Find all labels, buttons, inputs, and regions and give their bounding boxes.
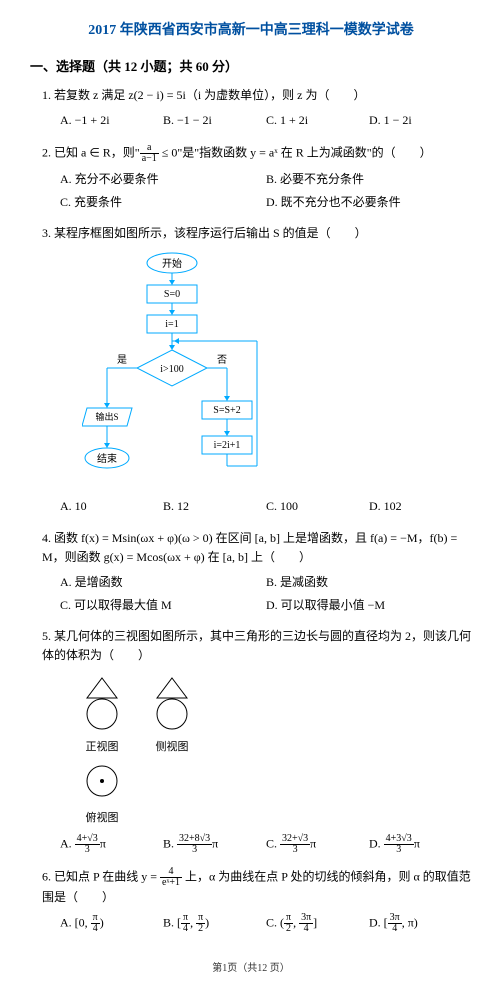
q6-optA: A. [0, π4) — [60, 911, 163, 936]
question-6: 6. 已知点 P 在曲线 y = 4eˣ+1 上，α 为曲线在点 P 处的切线的… — [30, 867, 472, 936]
q5-optD: D. 4+3√33π — [369, 832, 472, 857]
q5-optB: B. 32+8√33π — [163, 832, 266, 857]
q3-optA: A. 10 — [60, 495, 163, 518]
q1-optC: C. 1 + 2i — [266, 109, 369, 132]
front-view-label: 正视图 — [82, 739, 122, 757]
side-view-label: 侧视图 — [152, 739, 192, 757]
q4-options: A. 是增函数 B. 是减函数 C. 可以取得最大值 M D. 可以取得最小值 … — [42, 571, 472, 617]
side-view: 侧视图 — [152, 676, 192, 757]
q3-options: A. 10 B. 12 C. 100 D. 102 — [42, 495, 472, 518]
top-view-label: 俯视图 — [82, 810, 122, 828]
q4-optD: D. 可以取得最小值 −M — [266, 594, 472, 617]
q1-body: 若复数 z 满足 z(2 − i) = 5i（i 为虚数单位），则 z 为（ ） — [54, 88, 366, 102]
front-view-svg — [82, 676, 122, 731]
svg-text:是: 是 — [117, 354, 127, 366]
q3-flowchart: 开始 S=0 i=1 i>100 是 输出S 结束 否 — [82, 251, 472, 487]
q5-optC: C. 32+√33π — [266, 832, 369, 857]
q4-optA: A. 是增函数 — [60, 571, 266, 594]
q2-optD: D. 既不充分也不必要条件 — [266, 191, 472, 214]
q2-pre: 已知 a ∈ R，则" — [54, 145, 140, 159]
q5-options: A. 4+√33π B. 32+8√33π C. 32+√33π D. 4+3√… — [42, 832, 472, 857]
q3-optC: C. 100 — [266, 495, 369, 518]
q1-optD: D. 1 − 2i — [369, 109, 472, 132]
q6-options: A. [0, π4) B. [π4, π2) C. (π2, 3π4] D. [… — [42, 911, 472, 936]
exam-title: 2017 年陕西省西安市高新一中高三理科一模数学试卷 — [30, 20, 472, 42]
q6-optC: C. (π2, 3π4] — [266, 911, 369, 936]
q2-optA: A. 充分不必要条件 — [60, 168, 266, 191]
q4-text: 4. 函数 f(x) = Msin(ωx + φ)(ω > 0) 在区间 [a,… — [42, 529, 472, 567]
q1-options: A. −1 + 2i B. −1 − 2i C. 1 + 2i D. 1 − 2… — [42, 109, 472, 132]
page-footer: 第1页（共12 页） — [30, 961, 472, 977]
q1-text: 1. 若复数 z 满足 z(2 − i) = 5i（i 为虚数单位），则 z 为… — [42, 86, 472, 105]
q1-optA: A. −1 + 2i — [60, 109, 163, 132]
svg-text:i=2i+1: i=2i+1 — [214, 440, 241, 451]
q2-optB: B. 必要不充分条件 — [266, 168, 472, 191]
q3-body: 某程序框图如图所示，该程序运行后输出 S 的值是（ ） — [54, 226, 367, 240]
top-view-svg — [82, 761, 122, 801]
q2-options: A. 充分不必要条件 B. 必要不充分条件 C. 充要条件 D. 既不充分也不必… — [42, 168, 472, 214]
question-1: 1. 若复数 z 满足 z(2 − i) = 5i（i 为虚数单位），则 z 为… — [30, 86, 472, 132]
q3-optD: D. 102 — [369, 495, 472, 518]
svg-text:结束: 结束 — [97, 452, 117, 465]
question-5: 5. 某几何体的三视图如图所示，其中三角形的三边长与圆的直径均为 2，则该几何体… — [30, 627, 472, 857]
q5-text: 5. 某几何体的三视图如图所示，其中三角形的三边长与圆的直径均为 2，则该几何体… — [42, 627, 472, 665]
q1-optB: B. −1 − 2i — [163, 109, 266, 132]
q4-optC: C. 可以取得最大值 M — [60, 594, 266, 617]
q3-text: 3. 某程序框图如图所示，该程序运行后输出 S 的值是（ ） — [42, 224, 472, 243]
q4-optB: B. 是减函数 — [266, 571, 472, 594]
question-4: 4. 函数 f(x) = Msin(ωx + φ)(ω > 0) 在区间 [a,… — [30, 529, 472, 618]
q5-body: 某几何体的三视图如图所示，其中三角形的三边长与圆的直径均为 2，则该几何体的体积… — [42, 629, 471, 662]
side-view-svg — [152, 676, 192, 731]
question-2: 2. 已知 a ∈ R，则"aa−1 ≤ 0"是"指数函数 y = aˣ 在 R… — [30, 143, 472, 214]
svg-text:S=0: S=0 — [164, 289, 180, 300]
q5-views: 正视图 侧视图 — [82, 676, 472, 757]
section-header: 一、选择题（共 12 小题；共 60 分） — [30, 57, 472, 78]
q5-views-bottom: 俯视图 — [82, 761, 472, 827]
svg-text:S=S+2: S=S+2 — [213, 405, 240, 416]
q6-optD: D. [3π4, π) — [369, 911, 472, 936]
q5-optA: A. 4+√33π — [60, 832, 163, 857]
question-3: 3. 某程序框图如图所示，该程序运行后输出 S 的值是（ ） 开始 S=0 i=… — [30, 224, 472, 519]
svg-text:否: 否 — [217, 354, 227, 366]
q6-pre: 已知点 P 在曲线 y = — [54, 869, 160, 883]
top-view: 俯视图 — [82, 761, 122, 827]
q6-frac: 4eˣ+1 — [160, 867, 182, 888]
svg-text:输出S: 输出S — [95, 411, 118, 422]
q6-optB: B. [π4, π2) — [163, 911, 266, 936]
q2-frac: aa−1 — [140, 143, 159, 164]
q2-text: 2. 已知 a ∈ R，则"aa−1 ≤ 0"是"指数函数 y = aˣ 在 R… — [42, 143, 472, 164]
q2-optC: C. 充要条件 — [60, 191, 266, 214]
svg-text:i=1: i=1 — [165, 319, 178, 330]
front-view: 正视图 — [82, 676, 122, 757]
q2-post: ≤ 0"是"指数函数 y = aˣ 在 R 上为减函数"的（ ） — [159, 145, 432, 159]
q6-text: 6. 已知点 P 在曲线 y = 4eˣ+1 上，α 为曲线在点 P 处的切线的… — [42, 867, 472, 907]
q4-body: 函数 f(x) = Msin(ωx + φ)(ω > 0) 在区间 [a, b]… — [42, 531, 457, 564]
q3-optB: B. 12 — [163, 495, 266, 518]
flowchart-svg: 开始 S=0 i=1 i>100 是 输出S 结束 否 — [82, 251, 262, 481]
svg-text:i>100: i>100 — [160, 364, 183, 375]
svg-text:开始: 开始 — [162, 257, 182, 270]
